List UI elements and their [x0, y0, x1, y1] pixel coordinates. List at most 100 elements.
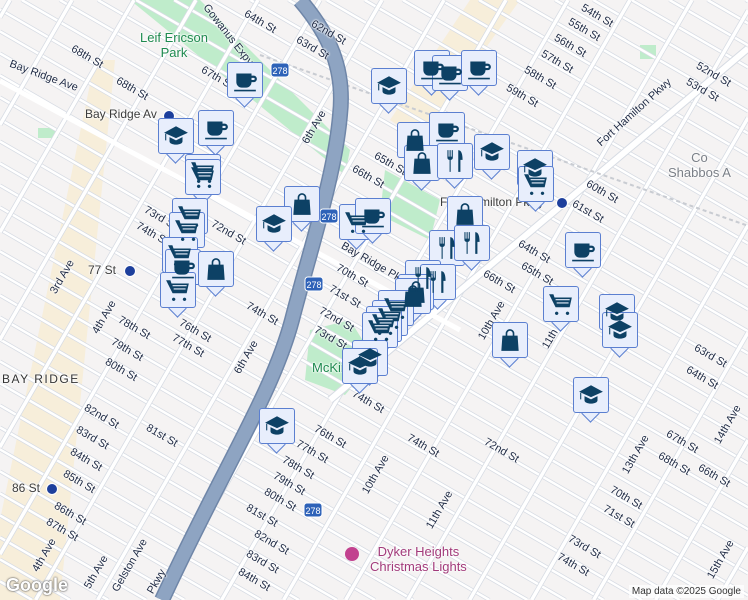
- subway-icon: [46, 483, 58, 495]
- map-marker-school[interactable]: [342, 348, 378, 394]
- park-small: [38, 128, 58, 138]
- bag-icon: [404, 285, 422, 307]
- bag-icon: [456, 203, 474, 225]
- street: [478, 0, 748, 157]
- highway-shield-label: 278: [306, 280, 321, 290]
- street: [0, 514, 148, 600]
- marker-box: [573, 377, 609, 413]
- highway-shield-label: 278: [321, 212, 336, 222]
- highway-shield-label: 278: [272, 66, 287, 76]
- avenue: [0, 0, 74, 126]
- avenue: [344, 0, 694, 600]
- map-marker-school[interactable]: [602, 312, 638, 358]
- subway-icon: [124, 265, 136, 277]
- map-marker-coffee[interactable]: [565, 232, 601, 278]
- map-marker-cart[interactable]: [160, 272, 196, 318]
- cart-icon: [549, 294, 572, 316]
- coffee-icon: [172, 260, 195, 279]
- cart-icon: [166, 280, 189, 302]
- avenue: [282, 0, 632, 600]
- marker-box: [432, 55, 468, 91]
- street: [0, 492, 186, 600]
- street: [325, 0, 748, 245]
- avenue: [530, 224, 748, 600]
- marker-box: [543, 286, 579, 322]
- avenue: [654, 439, 748, 600]
- google-logo: Google: [6, 575, 68, 595]
- school-icon: [605, 302, 629, 321]
- highway-shield-icon: [270, 62, 290, 78]
- map-marker-restaurant[interactable]: [429, 230, 465, 276]
- map-marker-coffee[interactable]: [355, 198, 391, 244]
- school-icon: [377, 76, 401, 95]
- bag-icon: [501, 329, 519, 351]
- bag-icon: [406, 129, 424, 151]
- map-marker-school[interactable]: [573, 377, 609, 423]
- map-marker-coffee[interactable]: [429, 112, 465, 158]
- highway-shield-label: 278: [305, 506, 320, 516]
- street: [630, 0, 748, 69]
- coffee-icon: [234, 73, 257, 92]
- marker-box: [447, 196, 483, 232]
- map-label-station: 77 St: [88, 263, 117, 277]
- highway-i278: [156, 0, 348, 600]
- marker-box: [160, 272, 196, 308]
- marker-box: [371, 68, 407, 104]
- map-marker-bag[interactable]: [492, 322, 528, 368]
- map-marker-school[interactable]: [599, 294, 635, 340]
- map-marker-school[interactable]: [474, 134, 510, 180]
- map-marker-coffee[interactable]: [227, 62, 263, 108]
- marker-box: [198, 251, 234, 287]
- bag-icon: [413, 152, 431, 174]
- map-marker-bag[interactable]: [198, 251, 234, 297]
- street: [440, 0, 748, 179]
- street: [0, 30, 748, 465]
- coffee-icon: [436, 123, 459, 142]
- map-marker-cart[interactable]: [543, 286, 579, 332]
- marker-box: [492, 322, 528, 358]
- bay-ridge-pkwy: [0, 78, 462, 333]
- highway-shield-icon: [303, 502, 323, 518]
- map-marker-cart[interactable]: [185, 159, 221, 205]
- street: [0, 404, 338, 600]
- marker-box: [227, 62, 263, 98]
- street: [0, 580, 33, 600]
- map-label-poi: Dyker Heights Christmas Lights: [370, 544, 467, 574]
- cart-icon: [168, 245, 191, 267]
- school-icon: [164, 126, 188, 145]
- marker-box: [599, 294, 635, 330]
- map-marker-coffee[interactable]: [461, 50, 497, 96]
- map-marker-restaurant[interactable]: [454, 225, 490, 271]
- map-marker-cart[interactable]: [339, 204, 375, 250]
- map-marker-school[interactable]: [371, 68, 407, 114]
- avenue: [468, 116, 748, 600]
- map-label-station: Bay Ridge Av: [85, 107, 157, 121]
- marker-box: [355, 198, 391, 234]
- map-marker-school[interactable]: [259, 408, 295, 454]
- map-marker-cart[interactable]: [518, 166, 554, 212]
- map-marker-school[interactable]: [256, 206, 292, 252]
- marker-box: [602, 312, 638, 348]
- bag-icon: [207, 258, 225, 280]
- marker-box: [429, 230, 465, 266]
- school-icon: [579, 385, 603, 404]
- subway-icon: [556, 197, 568, 209]
- map-marker-bag[interactable]: [404, 145, 440, 191]
- marker-box: [437, 143, 473, 179]
- fork-knife-icon: [464, 232, 480, 254]
- map-marker-bag[interactable]: [284, 186, 320, 232]
- marker-box: [198, 110, 234, 146]
- map-marker-coffee[interactable]: [198, 110, 234, 156]
- avenue: [592, 331, 748, 600]
- cart-icon: [384, 298, 407, 320]
- map-marker-restaurant[interactable]: [437, 143, 473, 189]
- highway-shield-icon: [319, 208, 339, 224]
- cart-icon: [191, 167, 214, 189]
- map-marker-school[interactable]: [158, 118, 194, 164]
- street: [402, 0, 748, 201]
- street: [0, 228, 643, 600]
- street: [0, 382, 376, 600]
- map-label-station: 86 St: [12, 481, 41, 495]
- marker-box: [404, 145, 440, 181]
- map-label-park: Leif Ericson Park: [140, 30, 208, 60]
